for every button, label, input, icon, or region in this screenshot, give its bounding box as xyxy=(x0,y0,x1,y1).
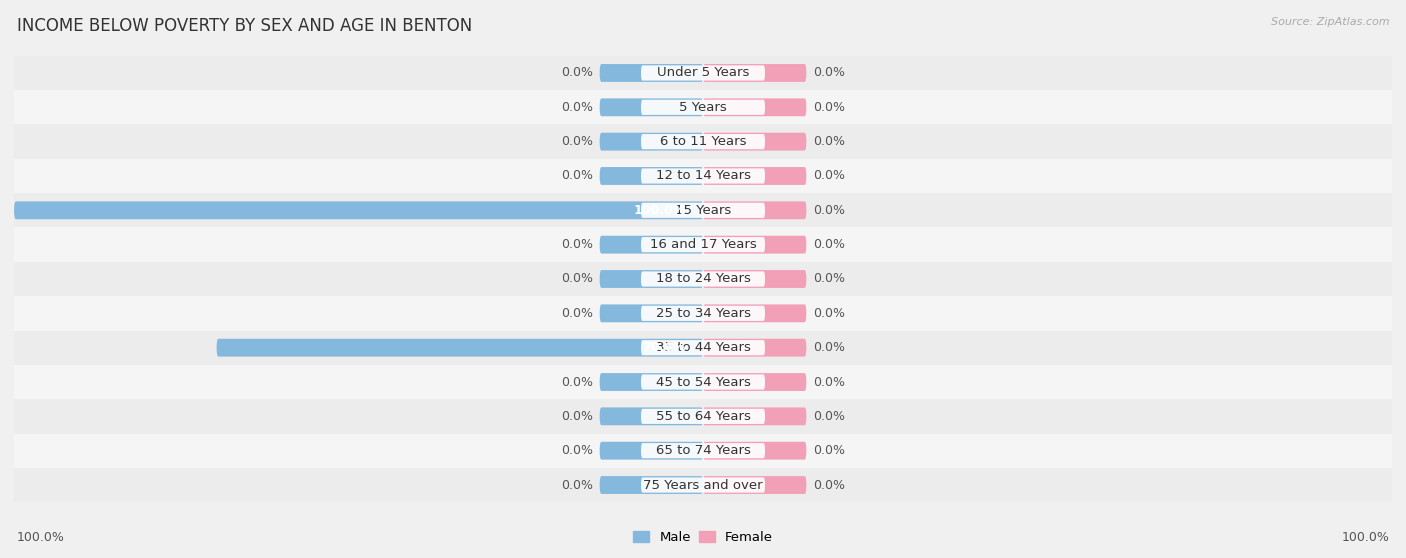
FancyBboxPatch shape xyxy=(641,409,765,424)
Text: 0.0%: 0.0% xyxy=(813,238,845,251)
Bar xyxy=(14,330,1392,365)
Text: 0.0%: 0.0% xyxy=(813,272,845,286)
Text: 0.0%: 0.0% xyxy=(561,101,593,114)
FancyBboxPatch shape xyxy=(641,443,765,458)
FancyBboxPatch shape xyxy=(703,442,807,460)
FancyBboxPatch shape xyxy=(703,407,807,425)
Legend: Male, Female: Male, Female xyxy=(627,526,779,549)
Text: 0.0%: 0.0% xyxy=(561,444,593,457)
Text: Under 5 Years: Under 5 Years xyxy=(657,66,749,79)
Bar xyxy=(14,228,1392,262)
Bar xyxy=(14,468,1392,502)
FancyBboxPatch shape xyxy=(703,133,807,151)
Text: 55 to 64 Years: 55 to 64 Years xyxy=(655,410,751,423)
Text: 0.0%: 0.0% xyxy=(561,66,593,79)
Text: 0.0%: 0.0% xyxy=(561,410,593,423)
Text: 0.0%: 0.0% xyxy=(561,272,593,286)
FancyBboxPatch shape xyxy=(599,64,703,82)
Text: 0.0%: 0.0% xyxy=(813,444,845,457)
Text: 35 to 44 Years: 35 to 44 Years xyxy=(655,341,751,354)
Text: 0.0%: 0.0% xyxy=(813,135,845,148)
FancyBboxPatch shape xyxy=(641,237,765,252)
Text: 45 to 54 Years: 45 to 54 Years xyxy=(655,376,751,388)
Text: 0.0%: 0.0% xyxy=(561,376,593,388)
Text: INCOME BELOW POVERTY BY SEX AND AGE IN BENTON: INCOME BELOW POVERTY BY SEX AND AGE IN B… xyxy=(17,17,472,35)
Text: 70.6%: 70.6% xyxy=(643,341,686,354)
FancyBboxPatch shape xyxy=(703,476,807,494)
Text: 6 to 11 Years: 6 to 11 Years xyxy=(659,135,747,148)
Text: 12 to 14 Years: 12 to 14 Years xyxy=(655,170,751,182)
Text: 5 Years: 5 Years xyxy=(679,101,727,114)
FancyBboxPatch shape xyxy=(641,478,765,493)
FancyBboxPatch shape xyxy=(599,476,703,494)
Bar xyxy=(14,90,1392,124)
Text: 25 to 34 Years: 25 to 34 Years xyxy=(655,307,751,320)
Text: 100.0%: 100.0% xyxy=(634,204,686,217)
Text: 0.0%: 0.0% xyxy=(813,170,845,182)
Text: 0.0%: 0.0% xyxy=(561,170,593,182)
Text: 100.0%: 100.0% xyxy=(1341,531,1389,544)
Bar xyxy=(14,56,1392,90)
Bar xyxy=(14,399,1392,434)
FancyBboxPatch shape xyxy=(641,374,765,389)
Text: 100.0%: 100.0% xyxy=(17,531,65,544)
Bar xyxy=(14,124,1392,159)
Text: Source: ZipAtlas.com: Source: ZipAtlas.com xyxy=(1271,17,1389,27)
FancyBboxPatch shape xyxy=(703,98,807,116)
FancyBboxPatch shape xyxy=(217,339,703,357)
Text: 16 and 17 Years: 16 and 17 Years xyxy=(650,238,756,251)
FancyBboxPatch shape xyxy=(641,340,765,355)
FancyBboxPatch shape xyxy=(599,305,703,323)
FancyBboxPatch shape xyxy=(641,271,765,287)
FancyBboxPatch shape xyxy=(703,201,807,219)
FancyBboxPatch shape xyxy=(599,133,703,151)
FancyBboxPatch shape xyxy=(641,203,765,218)
Text: 0.0%: 0.0% xyxy=(813,204,845,217)
Bar xyxy=(14,365,1392,399)
FancyBboxPatch shape xyxy=(14,201,703,219)
Text: 0.0%: 0.0% xyxy=(561,135,593,148)
Text: 0.0%: 0.0% xyxy=(813,307,845,320)
Text: 0.0%: 0.0% xyxy=(561,479,593,492)
FancyBboxPatch shape xyxy=(599,442,703,460)
Text: 0.0%: 0.0% xyxy=(813,66,845,79)
FancyBboxPatch shape xyxy=(703,235,807,253)
FancyBboxPatch shape xyxy=(599,407,703,425)
Text: 0.0%: 0.0% xyxy=(813,479,845,492)
Text: 75 Years and over: 75 Years and over xyxy=(643,479,763,492)
Bar xyxy=(14,159,1392,193)
Text: 0.0%: 0.0% xyxy=(561,307,593,320)
FancyBboxPatch shape xyxy=(599,167,703,185)
FancyBboxPatch shape xyxy=(641,65,765,80)
FancyBboxPatch shape xyxy=(599,235,703,253)
FancyBboxPatch shape xyxy=(599,270,703,288)
FancyBboxPatch shape xyxy=(703,339,807,357)
FancyBboxPatch shape xyxy=(703,373,807,391)
FancyBboxPatch shape xyxy=(599,373,703,391)
FancyBboxPatch shape xyxy=(641,306,765,321)
Text: 0.0%: 0.0% xyxy=(561,238,593,251)
Text: 0.0%: 0.0% xyxy=(813,376,845,388)
Text: 0.0%: 0.0% xyxy=(813,101,845,114)
FancyBboxPatch shape xyxy=(703,270,807,288)
FancyBboxPatch shape xyxy=(703,305,807,323)
Bar xyxy=(14,262,1392,296)
FancyBboxPatch shape xyxy=(703,64,807,82)
FancyBboxPatch shape xyxy=(599,98,703,116)
Bar xyxy=(14,193,1392,228)
Text: 18 to 24 Years: 18 to 24 Years xyxy=(655,272,751,286)
Text: 0.0%: 0.0% xyxy=(813,410,845,423)
FancyBboxPatch shape xyxy=(641,169,765,184)
FancyBboxPatch shape xyxy=(641,100,765,115)
FancyBboxPatch shape xyxy=(641,134,765,149)
Text: 65 to 74 Years: 65 to 74 Years xyxy=(655,444,751,457)
Bar xyxy=(14,296,1392,330)
Text: 0.0%: 0.0% xyxy=(813,341,845,354)
Text: 15 Years: 15 Years xyxy=(675,204,731,217)
FancyBboxPatch shape xyxy=(703,167,807,185)
Bar xyxy=(14,434,1392,468)
